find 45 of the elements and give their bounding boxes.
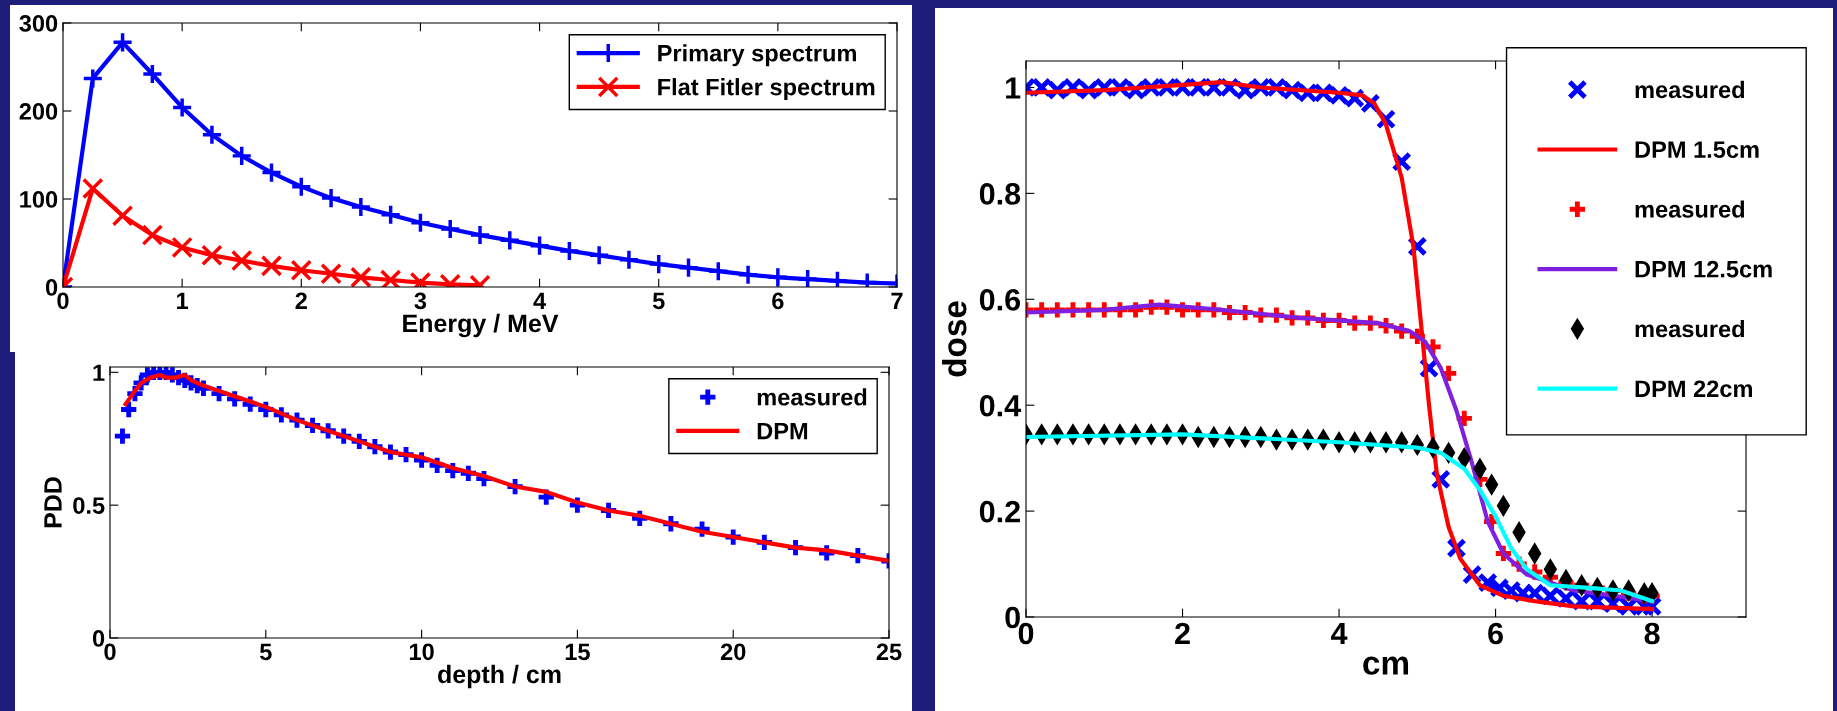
legend-label: Flat Fitler spectrum <box>658 78 875 101</box>
x-tick-label: 0 <box>104 643 116 661</box>
x-axis-title: depth / cm <box>438 664 561 689</box>
y-tick-label: 0 <box>45 279 58 296</box>
x-tick-label: 8 <box>1644 622 1660 645</box>
legend-label: Primary spectrum <box>658 44 856 67</box>
x-axis-title: Energy / MeV <box>403 313 559 338</box>
y-tick-label: 0.2 <box>979 500 1020 523</box>
x-tick-label: 6 <box>1488 622 1503 645</box>
y-tick-label: 100 <box>20 191 58 208</box>
x-axis-title: cm <box>1363 656 1409 675</box>
legend-label: measured <box>1635 319 1745 338</box>
y-tick-label: 0.8 <box>979 183 1021 205</box>
legend-label: DPM 1.5cm <box>1635 141 1759 158</box>
y-tick-label: 0.4 <box>979 394 1021 417</box>
x-tick-label: 6 <box>772 292 784 310</box>
x-tick-label: 10 <box>409 643 434 661</box>
legend-label: measured <box>1635 200 1745 218</box>
x-tick-label: 5 <box>652 292 665 310</box>
x-tick-label: 4 <box>533 292 547 309</box>
legend-label: DPM 22cm <box>1635 380 1752 398</box>
x-tick-label: 3 <box>414 292 427 310</box>
y-tick-label: 0 <box>1005 606 1020 629</box>
legend-label: DPM <box>757 422 808 440</box>
y-tick-label: 0.5 <box>73 497 105 514</box>
x-tick-label: 2 <box>1175 622 1190 644</box>
y-tick-label: 0.6 <box>979 289 1021 311</box>
x-tick-label: 15 <box>565 643 590 661</box>
x-tick-label: 7 <box>891 292 903 309</box>
legend-label: measured <box>757 388 867 406</box>
y-tick-label: 200 <box>19 103 58 120</box>
y-axis-title: PDD <box>44 477 62 528</box>
legend-label: DPM 12.5cm <box>1635 260 1772 278</box>
x-tick-label: 20 <box>720 643 746 661</box>
legend-label: measured <box>1635 80 1745 99</box>
x-tick-label: 5 <box>259 643 272 661</box>
x-tick-label: 0 <box>57 292 69 310</box>
x-tick-label: 4 <box>1331 622 1348 644</box>
x-tick-label: 25 <box>876 643 902 661</box>
y-tick-label: 1 <box>93 364 105 381</box>
x-tick-label: 2 <box>295 292 307 309</box>
y-tick-label: 1 <box>1006 77 1021 99</box>
x-tick-label: 1 <box>177 292 189 309</box>
y-tick-label: 300 <box>19 15 58 32</box>
y-axis-title: dose <box>942 301 967 377</box>
